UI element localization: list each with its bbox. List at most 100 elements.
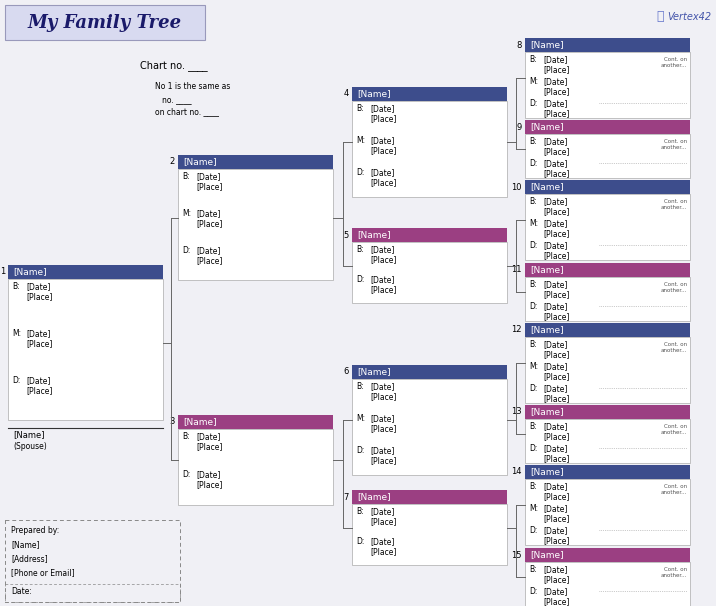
- Text: [Date]: [Date]: [543, 241, 567, 250]
- Bar: [525, 465, 690, 479]
- Text: M:: M:: [182, 209, 191, 218]
- Text: [Date]: [Date]: [543, 565, 567, 574]
- Text: 7: 7: [344, 493, 349, 502]
- Text: Chart no. ____: Chart no. ____: [140, 60, 208, 71]
- Text: [Place]: [Place]: [196, 480, 223, 489]
- Text: [Name]: [Name]: [530, 182, 563, 191]
- Text: [Date]: [Date]: [370, 414, 395, 423]
- Text: [Place]: [Place]: [370, 547, 397, 556]
- Text: [Date]: [Date]: [543, 587, 567, 596]
- Text: M:: M:: [529, 77, 538, 86]
- Text: [Date]: [Date]: [543, 362, 567, 371]
- Text: [Place]: [Place]: [196, 256, 223, 265]
- Bar: [178, 415, 333, 429]
- Text: [Date]: [Date]: [543, 99, 567, 108]
- Text: [Place]: [Place]: [543, 597, 569, 606]
- Text: B:: B:: [356, 104, 364, 113]
- Bar: [525, 562, 690, 606]
- Text: Cont. on
another...: Cont. on another...: [661, 139, 687, 150]
- Bar: [525, 277, 690, 321]
- Text: D:: D:: [529, 159, 538, 168]
- Text: M:: M:: [529, 219, 538, 228]
- Text: [Place]: [Place]: [370, 285, 397, 295]
- Text: D:: D:: [529, 587, 538, 596]
- Text: Vertex42: Vertex42: [667, 12, 711, 22]
- Bar: [5, 584, 180, 602]
- Text: B:: B:: [356, 245, 364, 254]
- Text: (Spouse): (Spouse): [13, 442, 47, 451]
- Text: [Date]: [Date]: [543, 384, 567, 393]
- Text: [Place]: [Place]: [370, 517, 397, 526]
- Text: B:: B:: [529, 565, 536, 574]
- Text: No 1 is the same as: No 1 is the same as: [155, 82, 231, 91]
- Text: [Date]: [Date]: [370, 507, 395, 516]
- Bar: [525, 38, 690, 52]
- Text: 12: 12: [511, 325, 522, 335]
- Text: [Date]: [Date]: [370, 168, 395, 177]
- Bar: [352, 365, 507, 379]
- Text: [Place]: [Place]: [26, 386, 52, 395]
- Text: D:: D:: [182, 470, 190, 479]
- Text: [Date]: [Date]: [26, 282, 50, 291]
- Text: 10: 10: [511, 182, 522, 191]
- Bar: [178, 155, 333, 169]
- Text: [Place]: [Place]: [196, 219, 223, 228]
- Text: [Date]: [Date]: [543, 280, 567, 289]
- Text: B:: B:: [529, 55, 536, 64]
- Text: [Date]: [Date]: [543, 197, 567, 206]
- Text: [Place]: [Place]: [370, 178, 397, 187]
- Text: 6: 6: [344, 367, 349, 376]
- Text: on chart no. ____: on chart no. ____: [155, 107, 219, 116]
- Text: 5: 5: [344, 230, 349, 239]
- Text: M:: M:: [529, 362, 538, 371]
- Bar: [525, 419, 690, 463]
- Text: B:: B:: [529, 137, 536, 146]
- Bar: [178, 429, 333, 505]
- Text: D:: D:: [356, 538, 364, 547]
- Text: [Date]: [Date]: [196, 432, 221, 441]
- Text: B:: B:: [529, 197, 536, 206]
- Text: B:: B:: [182, 432, 190, 441]
- Bar: [525, 337, 690, 403]
- Text: [Name]: [Name]: [530, 467, 563, 476]
- Text: D:: D:: [529, 302, 538, 311]
- Text: [Place]: [Place]: [543, 350, 569, 359]
- Text: Cont. on
another...: Cont. on another...: [661, 57, 687, 68]
- Text: [Place]: [Place]: [543, 87, 569, 96]
- Text: [Date]: [Date]: [543, 302, 567, 311]
- Text: [Place]: [Place]: [543, 514, 569, 523]
- Text: D:: D:: [529, 444, 538, 453]
- Text: [Name]: [Name]: [357, 493, 391, 502]
- Text: Cont. on
another...: Cont. on another...: [661, 199, 687, 210]
- Text: [Place]: [Place]: [370, 146, 397, 155]
- Text: 13: 13: [511, 407, 522, 416]
- Bar: [352, 228, 507, 242]
- Text: [Date]: [Date]: [543, 504, 567, 513]
- Text: [Place]: [Place]: [543, 109, 569, 118]
- Text: [Place]: [Place]: [543, 312, 569, 321]
- Text: [Place]: [Place]: [543, 251, 569, 260]
- Text: [Place]: [Place]: [543, 492, 569, 501]
- Text: [Date]: [Date]: [196, 246, 221, 255]
- Text: B:: B:: [356, 507, 364, 516]
- Text: 9: 9: [517, 122, 522, 132]
- Text: M:: M:: [356, 136, 365, 145]
- Text: 4: 4: [344, 90, 349, 99]
- Bar: [525, 263, 690, 277]
- Text: [Place]: [Place]: [543, 575, 569, 584]
- Text: [Name]: [Name]: [183, 158, 217, 167]
- Text: D:: D:: [529, 241, 538, 250]
- Text: [Date]: [Date]: [26, 376, 50, 385]
- Text: [Place]: [Place]: [543, 454, 569, 463]
- Text: B:: B:: [182, 172, 190, 181]
- Text: [Place]: [Place]: [543, 147, 569, 156]
- Text: Cont. on
another...: Cont. on another...: [661, 282, 687, 293]
- Text: [Name]: [Name]: [183, 418, 217, 427]
- Bar: [8, 279, 163, 420]
- Text: 14: 14: [511, 467, 522, 476]
- Text: [Place]: [Place]: [196, 442, 223, 451]
- Text: Cont. on
another...: Cont. on another...: [661, 567, 687, 578]
- Bar: [5, 520, 180, 602]
- Text: [Date]: [Date]: [543, 219, 567, 228]
- Text: 11: 11: [511, 265, 522, 275]
